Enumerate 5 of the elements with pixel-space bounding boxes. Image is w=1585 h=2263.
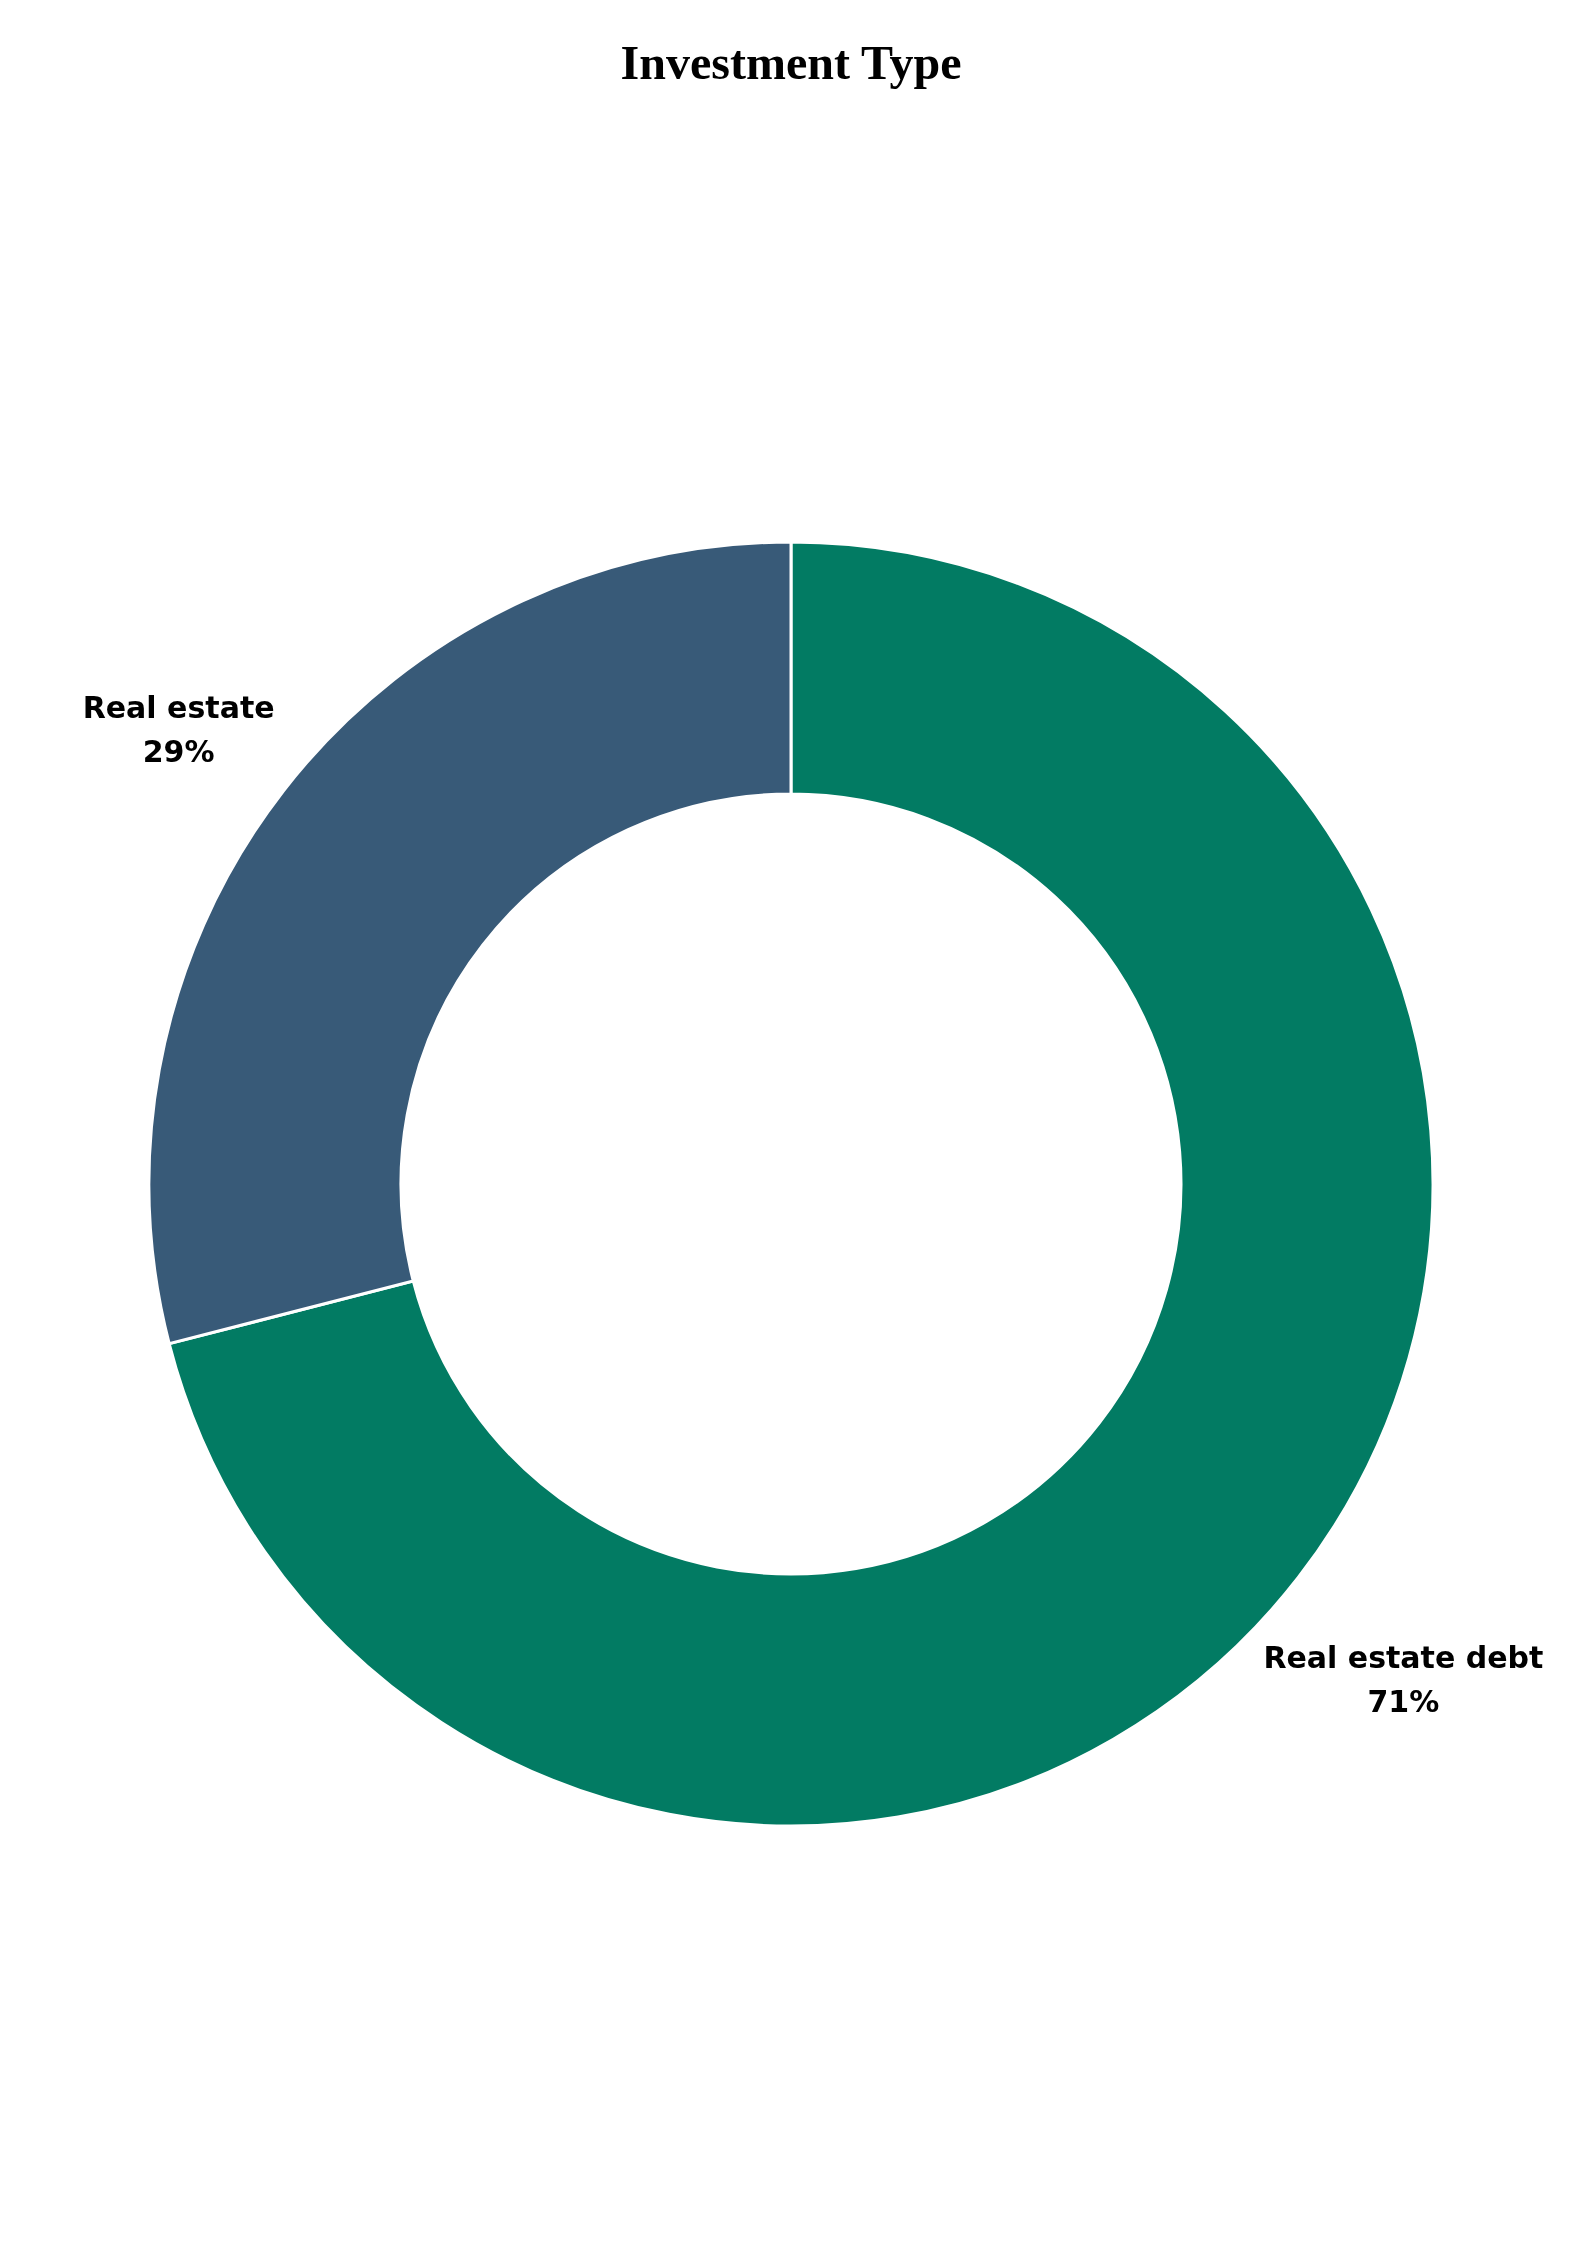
slice-label: Real estate [82,690,275,725]
data-label: 29% [142,734,215,769]
chart-title: Investment Type [620,36,962,89]
slice-label: Real estate debt [1263,1640,1544,1675]
data-label: 71% [1367,1684,1440,1719]
